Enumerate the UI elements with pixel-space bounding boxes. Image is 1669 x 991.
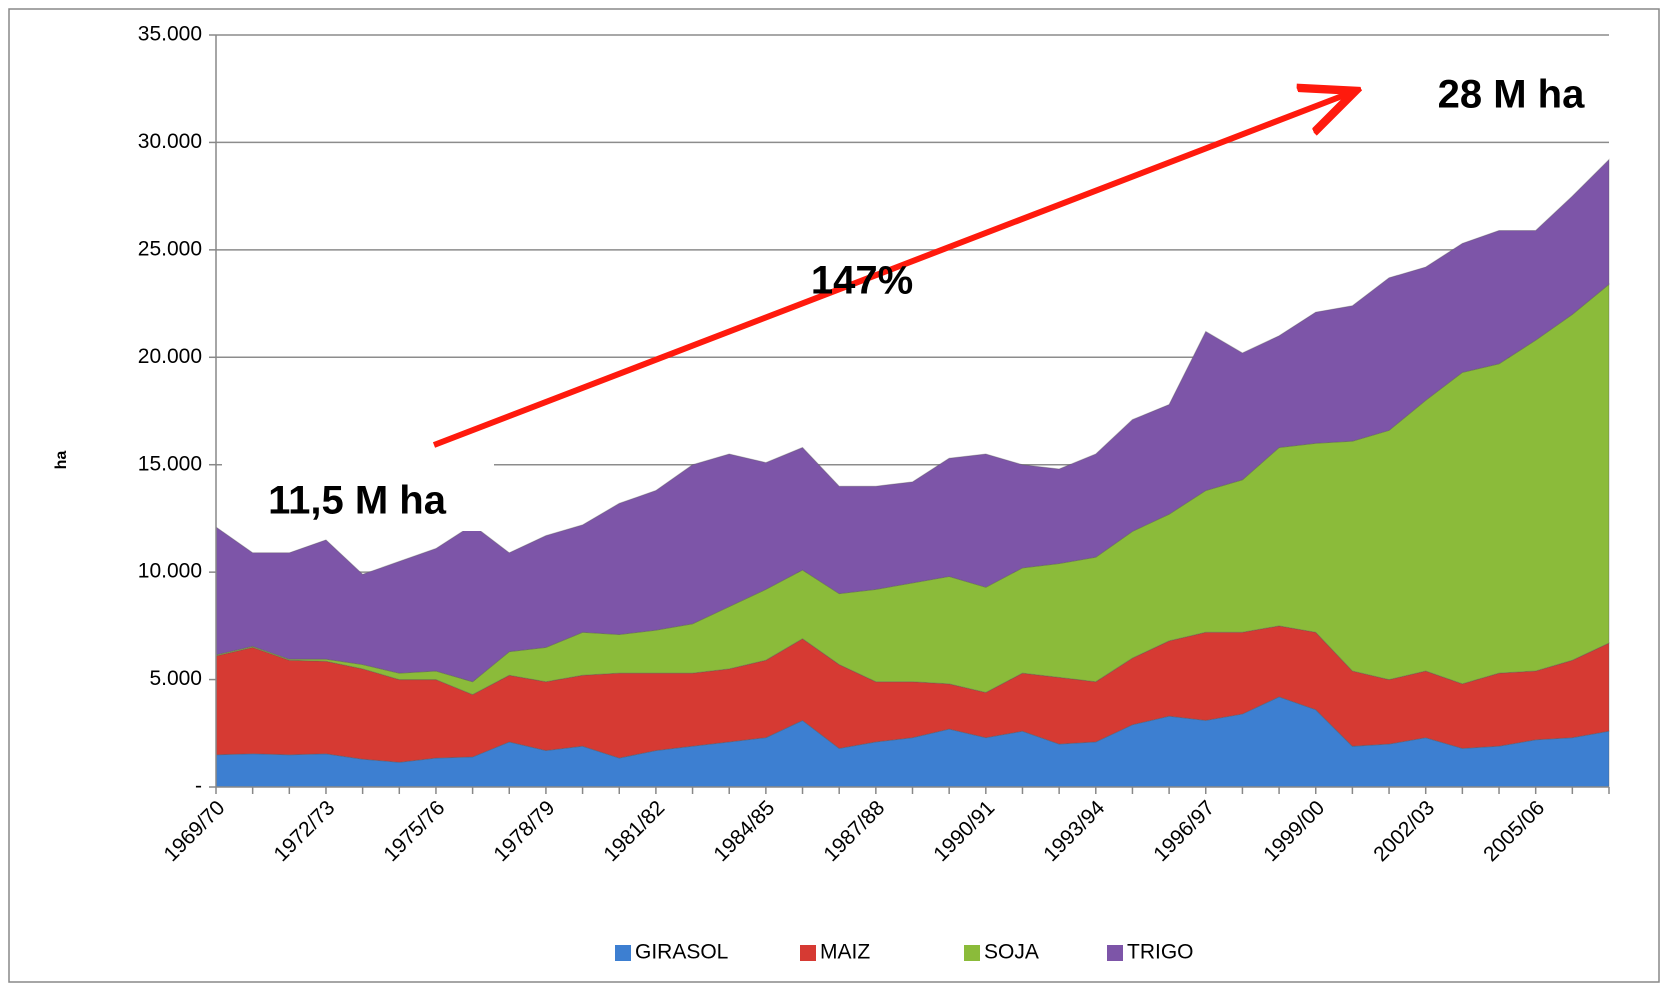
y-tick-label: 25.000: [138, 237, 202, 260]
legend: GIRASOL MAIZ SOJA TRIGO: [615, 941, 1194, 964]
legend-label: TRIGO: [1127, 941, 1194, 964]
y-tick-label: -: [195, 775, 202, 798]
area: [215, 283, 1610, 696]
legend-label: MAIZ: [820, 941, 870, 964]
area: [215, 625, 1610, 763]
legend-swatch: [964, 945, 980, 961]
y-tick-label: 30.000: [138, 130, 202, 153]
y-tick-label: 15.000: [138, 452, 202, 475]
y-axis-label: ha: [53, 451, 70, 470]
annotation: 147%: [811, 259, 913, 303]
annotation: 28 M ha: [1438, 73, 1585, 117]
y-tick-label: 10.000: [138, 560, 202, 583]
legend-label: SOJA: [984, 941, 1039, 964]
label-box: [222, 455, 494, 531]
y-tick-label: 35.000: [138, 23, 202, 46]
legend-swatch: [1107, 945, 1123, 961]
y-tick-label: 5.000: [149, 667, 202, 690]
areas: [215, 158, 1610, 788]
growth-arrow: [432, 93, 1350, 448]
legend-swatch: [800, 945, 816, 961]
annotation: 11,5 M ha: [268, 479, 447, 523]
y-tick-label: 20.000: [138, 345, 202, 368]
legend-swatch: [615, 945, 631, 961]
area: [215, 158, 1610, 683]
legend-label: GIRASOL: [635, 941, 728, 964]
